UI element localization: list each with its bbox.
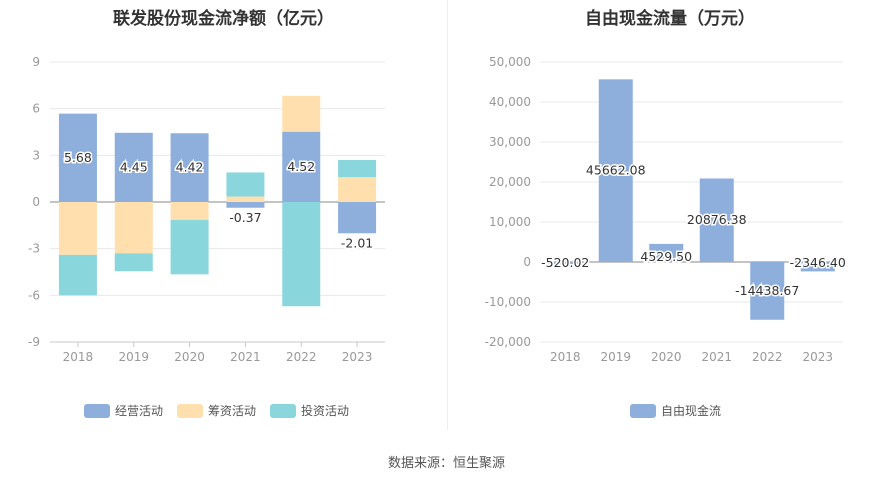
bar-operating: [282, 131, 321, 202]
chart-divider: [447, 0, 448, 430]
bar-fcf: [649, 243, 684, 262]
y-tick-label: -9: [28, 335, 40, 349]
bar-investing: [282, 202, 321, 307]
bar-investing: [226, 172, 265, 197]
y-tick-label: 0: [523, 255, 531, 269]
data-label: 45662.08: [586, 163, 646, 178]
bar-operating: [114, 132, 153, 202]
x-tick-label: 2020: [174, 350, 205, 364]
legend-swatch-operating: [84, 404, 110, 418]
x-tick-label: 2021: [701, 350, 732, 364]
y-tick-label: 40,000: [489, 95, 531, 109]
data-source: 数据来源：恒生聚源: [387, 456, 505, 471]
bar-financing: [226, 196, 265, 202]
data-label: -0.37: [229, 210, 261, 225]
data-label: 4.42: [176, 160, 204, 175]
y-tick-label: -20,000: [485, 335, 531, 349]
bar-investing: [338, 160, 377, 178]
x-tick-label: 2022: [286, 350, 317, 364]
bar-operating: [170, 133, 209, 202]
y-tick-label: -3: [28, 242, 40, 256]
free-cash-flow-chart: 50,000 40,000 30,000 20,000 10,000 0 -10,000 -2…: [485, 55, 847, 418]
y-tick-label: 10,000: [489, 215, 531, 229]
bar-investing: [114, 253, 153, 272]
x-tick-label: 2023: [802, 350, 833, 364]
legend-swatch-financing: [177, 404, 203, 418]
x-tick-label: 2021: [230, 350, 261, 364]
bar-financing: [282, 95, 321, 132]
legend-label: 投资活动: [301, 403, 349, 418]
y-tick-label: 30,000: [489, 135, 531, 149]
bar-financing: [170, 202, 209, 220]
data-label: 20876.38: [687, 212, 747, 227]
y-tick-label: 9: [32, 55, 40, 69]
bar-operating: [226, 202, 265, 208]
bar-fcf: [699, 178, 734, 262]
legend-swatch-investing: [270, 404, 296, 418]
x-tick-label: 2018: [63, 350, 94, 364]
bar-operating: [338, 202, 377, 234]
chart-title-free-cash-flow: 自由现金流量（万元）: [585, 9, 755, 29]
x-tick-label: 2018: [550, 350, 581, 364]
data-label: -520.02: [541, 255, 589, 270]
y-tick-label: -6: [28, 288, 40, 302]
data-label: -2346.40: [790, 255, 846, 270]
bar-financing: [58, 202, 97, 255]
x-tick-label: 2019: [118, 350, 149, 364]
y-tick-label: 0: [32, 195, 40, 209]
y-tick-label: -10,000: [485, 295, 531, 309]
cash-flow-chart: 9 6 3 0 -3 -6 -9 2018 5.68 2019 4.45 2020 4.42 2021 -0…: [28, 55, 385, 418]
y-tick-label: 6: [32, 102, 40, 116]
data-label: 5.68: [64, 150, 92, 165]
y-tick-label: 3: [32, 148, 40, 162]
bar-fcf: [598, 79, 633, 262]
data-label: -14438.67: [735, 283, 799, 298]
bar-fcf: [750, 262, 785, 320]
legend-label: 自由现金流: [661, 403, 721, 418]
bar-financing: [338, 177, 377, 202]
bar-fcf: [548, 262, 583, 265]
x-tick-label: 2022: [752, 350, 783, 364]
data-label: 4.45: [120, 159, 148, 174]
bar-investing: [170, 219, 209, 275]
data-label: -2.01: [341, 235, 373, 250]
x-tick-label: 2020: [651, 350, 682, 364]
bar-financing: [114, 202, 153, 254]
x-tick-label: 2023: [342, 350, 373, 364]
x-tick-label: 2019: [600, 350, 631, 364]
chart-title-cash-flow: 联发股份现金流净额（亿元）: [113, 9, 334, 29]
y-tick-label: 20,000: [489, 175, 531, 189]
legend-label: 经营活动: [115, 404, 163, 418]
bar-fcf: [800, 262, 835, 272]
bar-operating: [58, 113, 97, 202]
legend-label: 筹资活动: [208, 404, 256, 418]
legend-swatch-fcf: [630, 404, 656, 418]
y-tick-label: 50,000: [489, 55, 531, 69]
data-label: 4.52: [287, 159, 315, 174]
data-label: 4529.50: [640, 249, 692, 264]
bar-investing: [58, 254, 97, 296]
